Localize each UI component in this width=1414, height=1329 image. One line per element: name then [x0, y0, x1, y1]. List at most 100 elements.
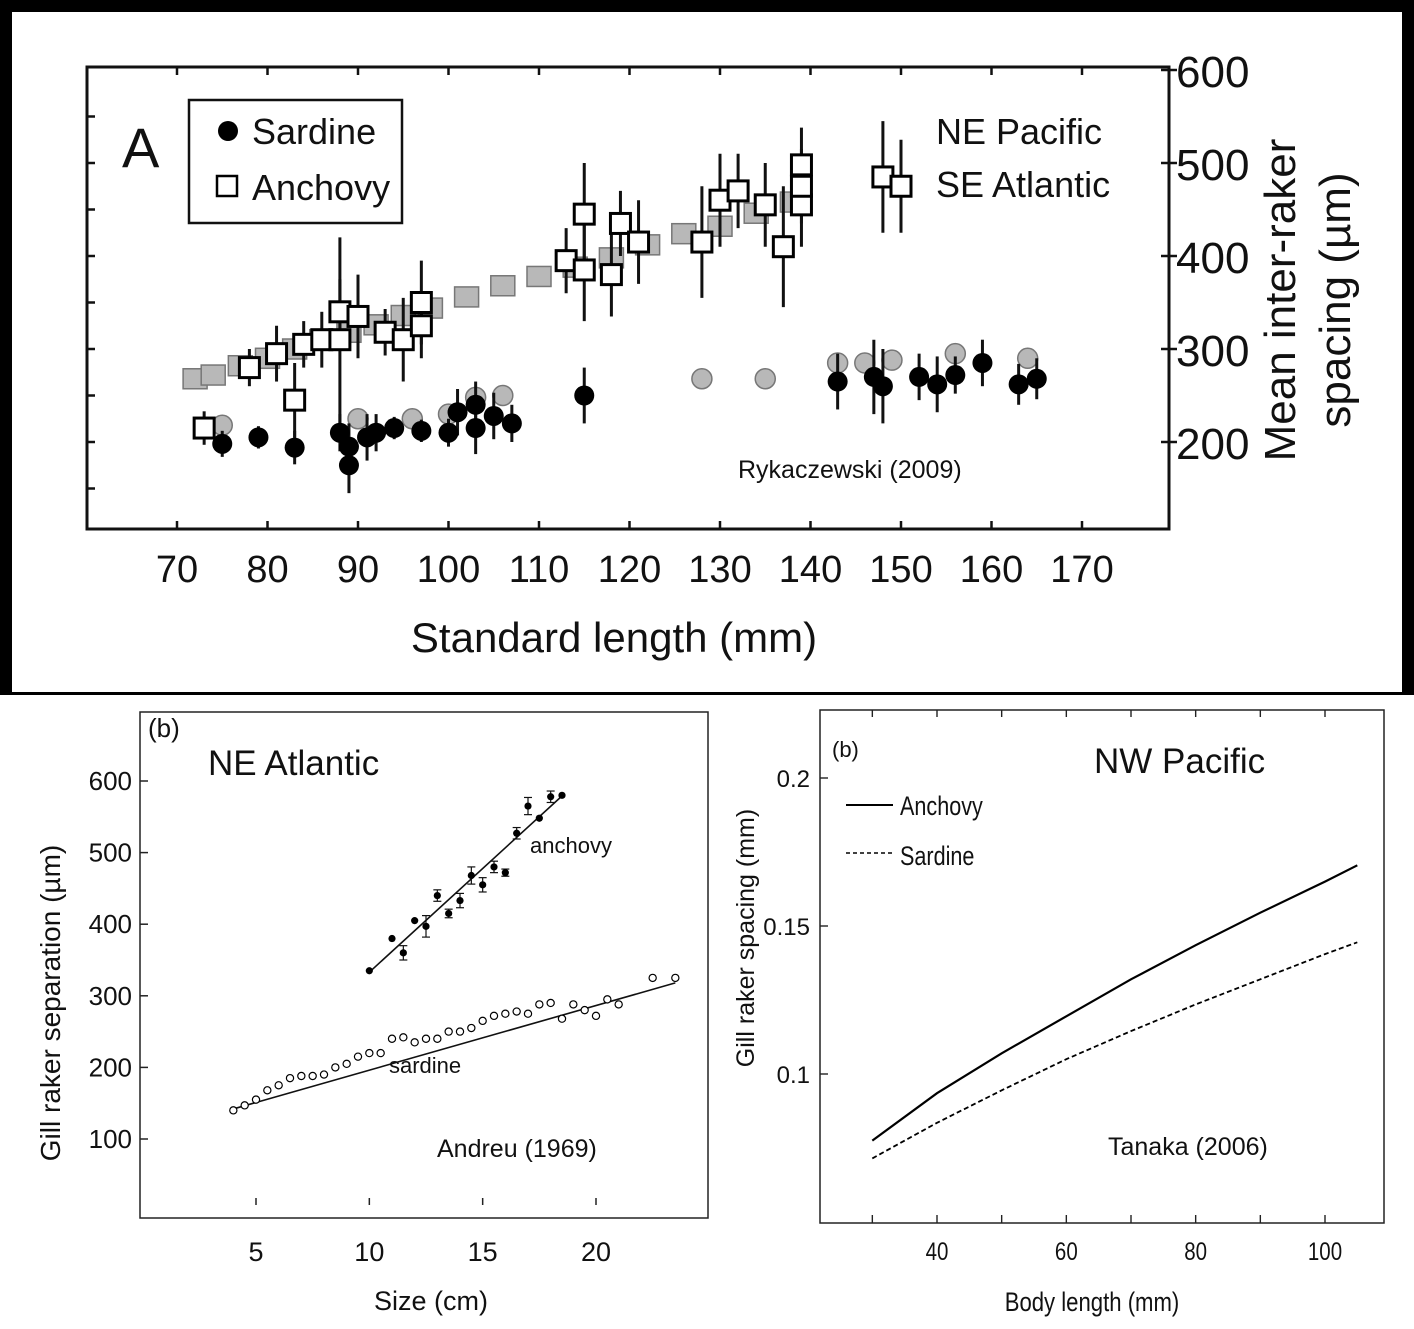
legend-label-anchovy: Anchovy — [900, 792, 983, 822]
series-line-sardine — [871, 941, 1358, 1160]
sardine-point — [319, 1070, 329, 1079]
grey-circle-point — [691, 368, 713, 390]
y-tick-label: 400 — [89, 909, 132, 939]
anchovy-point — [789, 174, 813, 198]
sardine-point — [603, 995, 612, 1004]
sardine-point — [489, 1011, 499, 1021]
anchovy-point — [490, 863, 498, 871]
chart-tanaka: 40 60 80 100 0.1 0.15 0.2 (b) NW Pacific Anch… — [732, 709, 1385, 1318]
anchovy-point — [346, 304, 370, 328]
sardine-point — [501, 413, 522, 434]
sardine-point — [411, 420, 432, 441]
legend-marker-anchovy — [215, 174, 239, 198]
anchovy-point — [535, 814, 543, 822]
sardine-point — [331, 1063, 340, 1072]
series-line-anchovy — [871, 864, 1358, 1142]
sardine-point — [212, 433, 233, 454]
annotation-source: Rykaczewski (2009) — [738, 456, 962, 484]
x-tick-label: 80 — [246, 549, 288, 591]
sardine-point — [465, 394, 486, 415]
anchovy-point — [608, 211, 632, 235]
anchovy-point — [479, 881, 487, 889]
grey-circle-point — [347, 408, 369, 430]
anchovy-point — [789, 153, 813, 177]
annotation-nw-pacific: NW Pacific — [1094, 742, 1265, 781]
sardine-point — [251, 1095, 261, 1104]
x-tick-label: 60 — [1055, 1237, 1078, 1265]
anchovy-point — [445, 909, 453, 918]
sardine-point — [455, 1027, 465, 1036]
sardine-point — [591, 1011, 601, 1021]
sardine-point — [872, 376, 893, 397]
sardine-point — [569, 1000, 578, 1009]
annotation-ne-pacific: NE Pacific — [936, 111, 1102, 152]
grey-square-point — [490, 275, 516, 297]
sardine-point — [263, 1086, 272, 1095]
sardine-point — [546, 998, 555, 1008]
y-tick-label: 0.15 — [763, 914, 810, 941]
annotation-source: Andreu (1969) — [437, 1135, 597, 1163]
legend-box — [187, 98, 404, 225]
y-axis-label: Gill raker separation (µm) — [35, 845, 66, 1161]
x-tick-label: 170 — [1050, 549, 1113, 591]
anchovy-point — [192, 416, 216, 440]
grey-square-point — [526, 265, 552, 288]
sardine-point — [614, 1000, 623, 1009]
label-sardine: sardine — [389, 1053, 461, 1078]
sardine-point — [535, 1000, 544, 1009]
sardine-point — [387, 1034, 397, 1043]
x-tick-label: 150 — [869, 549, 932, 591]
plot-frame — [85, 65, 1171, 531]
y-tick-label: 100 — [89, 1124, 132, 1154]
sardine-point — [671, 973, 680, 983]
x-tick-label: 15 — [468, 1237, 498, 1267]
sardine-point — [523, 1009, 533, 1018]
anchovy-point — [365, 967, 373, 975]
sardine-point — [399, 1033, 408, 1042]
x-tick-label: 160 — [960, 549, 1023, 591]
anchovy-point — [328, 328, 352, 352]
y-axis-label-line1: Mean inter-raker — [1256, 139, 1305, 462]
sardine-point — [580, 1005, 589, 1015]
sardine-point — [467, 1023, 476, 1033]
sardine-point — [501, 1009, 510, 1018]
sardine-point — [438, 422, 459, 443]
grey-circle-point — [881, 349, 903, 371]
anchovy-point — [467, 871, 475, 880]
sardine-point — [353, 1052, 363, 1061]
legend-label-sardine: Sardine — [900, 842, 974, 872]
anchovy-point — [409, 314, 433, 338]
anchovy-point — [889, 174, 913, 198]
annotation-se-atlantic: SE Atlantic — [936, 164, 1110, 205]
y-tick-label: 600 — [89, 766, 132, 796]
x-tick-label: 140 — [779, 549, 842, 591]
anchovy-point — [283, 388, 307, 412]
anchovy-point — [771, 235, 795, 259]
x-axis-label: Body length (mm) — [1005, 1288, 1180, 1318]
anchovy-point — [558, 791, 566, 799]
sardine-point — [1008, 374, 1029, 395]
anchovy-point — [599, 263, 623, 287]
x-tick-label: 100 — [1308, 1237, 1342, 1265]
legend-marker-sardine — [218, 121, 238, 141]
sardine-point — [297, 1071, 306, 1081]
x-tick-label: 70 — [156, 549, 198, 591]
sardine-point — [342, 1059, 351, 1069]
sardine-point — [972, 352, 993, 373]
anchovy-point — [388, 934, 396, 943]
sardine-point — [248, 427, 269, 448]
anchovy-point — [572, 258, 596, 282]
x-tick-label: 100 — [417, 549, 480, 591]
sardine-point — [229, 1106, 238, 1115]
sardine-point — [384, 418, 405, 439]
grey-square-point — [453, 286, 480, 308]
anchovy-point — [524, 802, 532, 810]
fit-line-anchovy — [368, 793, 565, 973]
sardine-point — [376, 1048, 385, 1058]
x-tick-label: 40 — [926, 1237, 949, 1265]
y-tick-label: 300 — [1176, 327, 1249, 376]
chart-andreu: 5 10 15 20 100 200 300 400 500 600 (b) NE Atlant… — [35, 711, 709, 1316]
anchovy-point — [513, 829, 521, 837]
anchovy-point — [433, 891, 441, 900]
